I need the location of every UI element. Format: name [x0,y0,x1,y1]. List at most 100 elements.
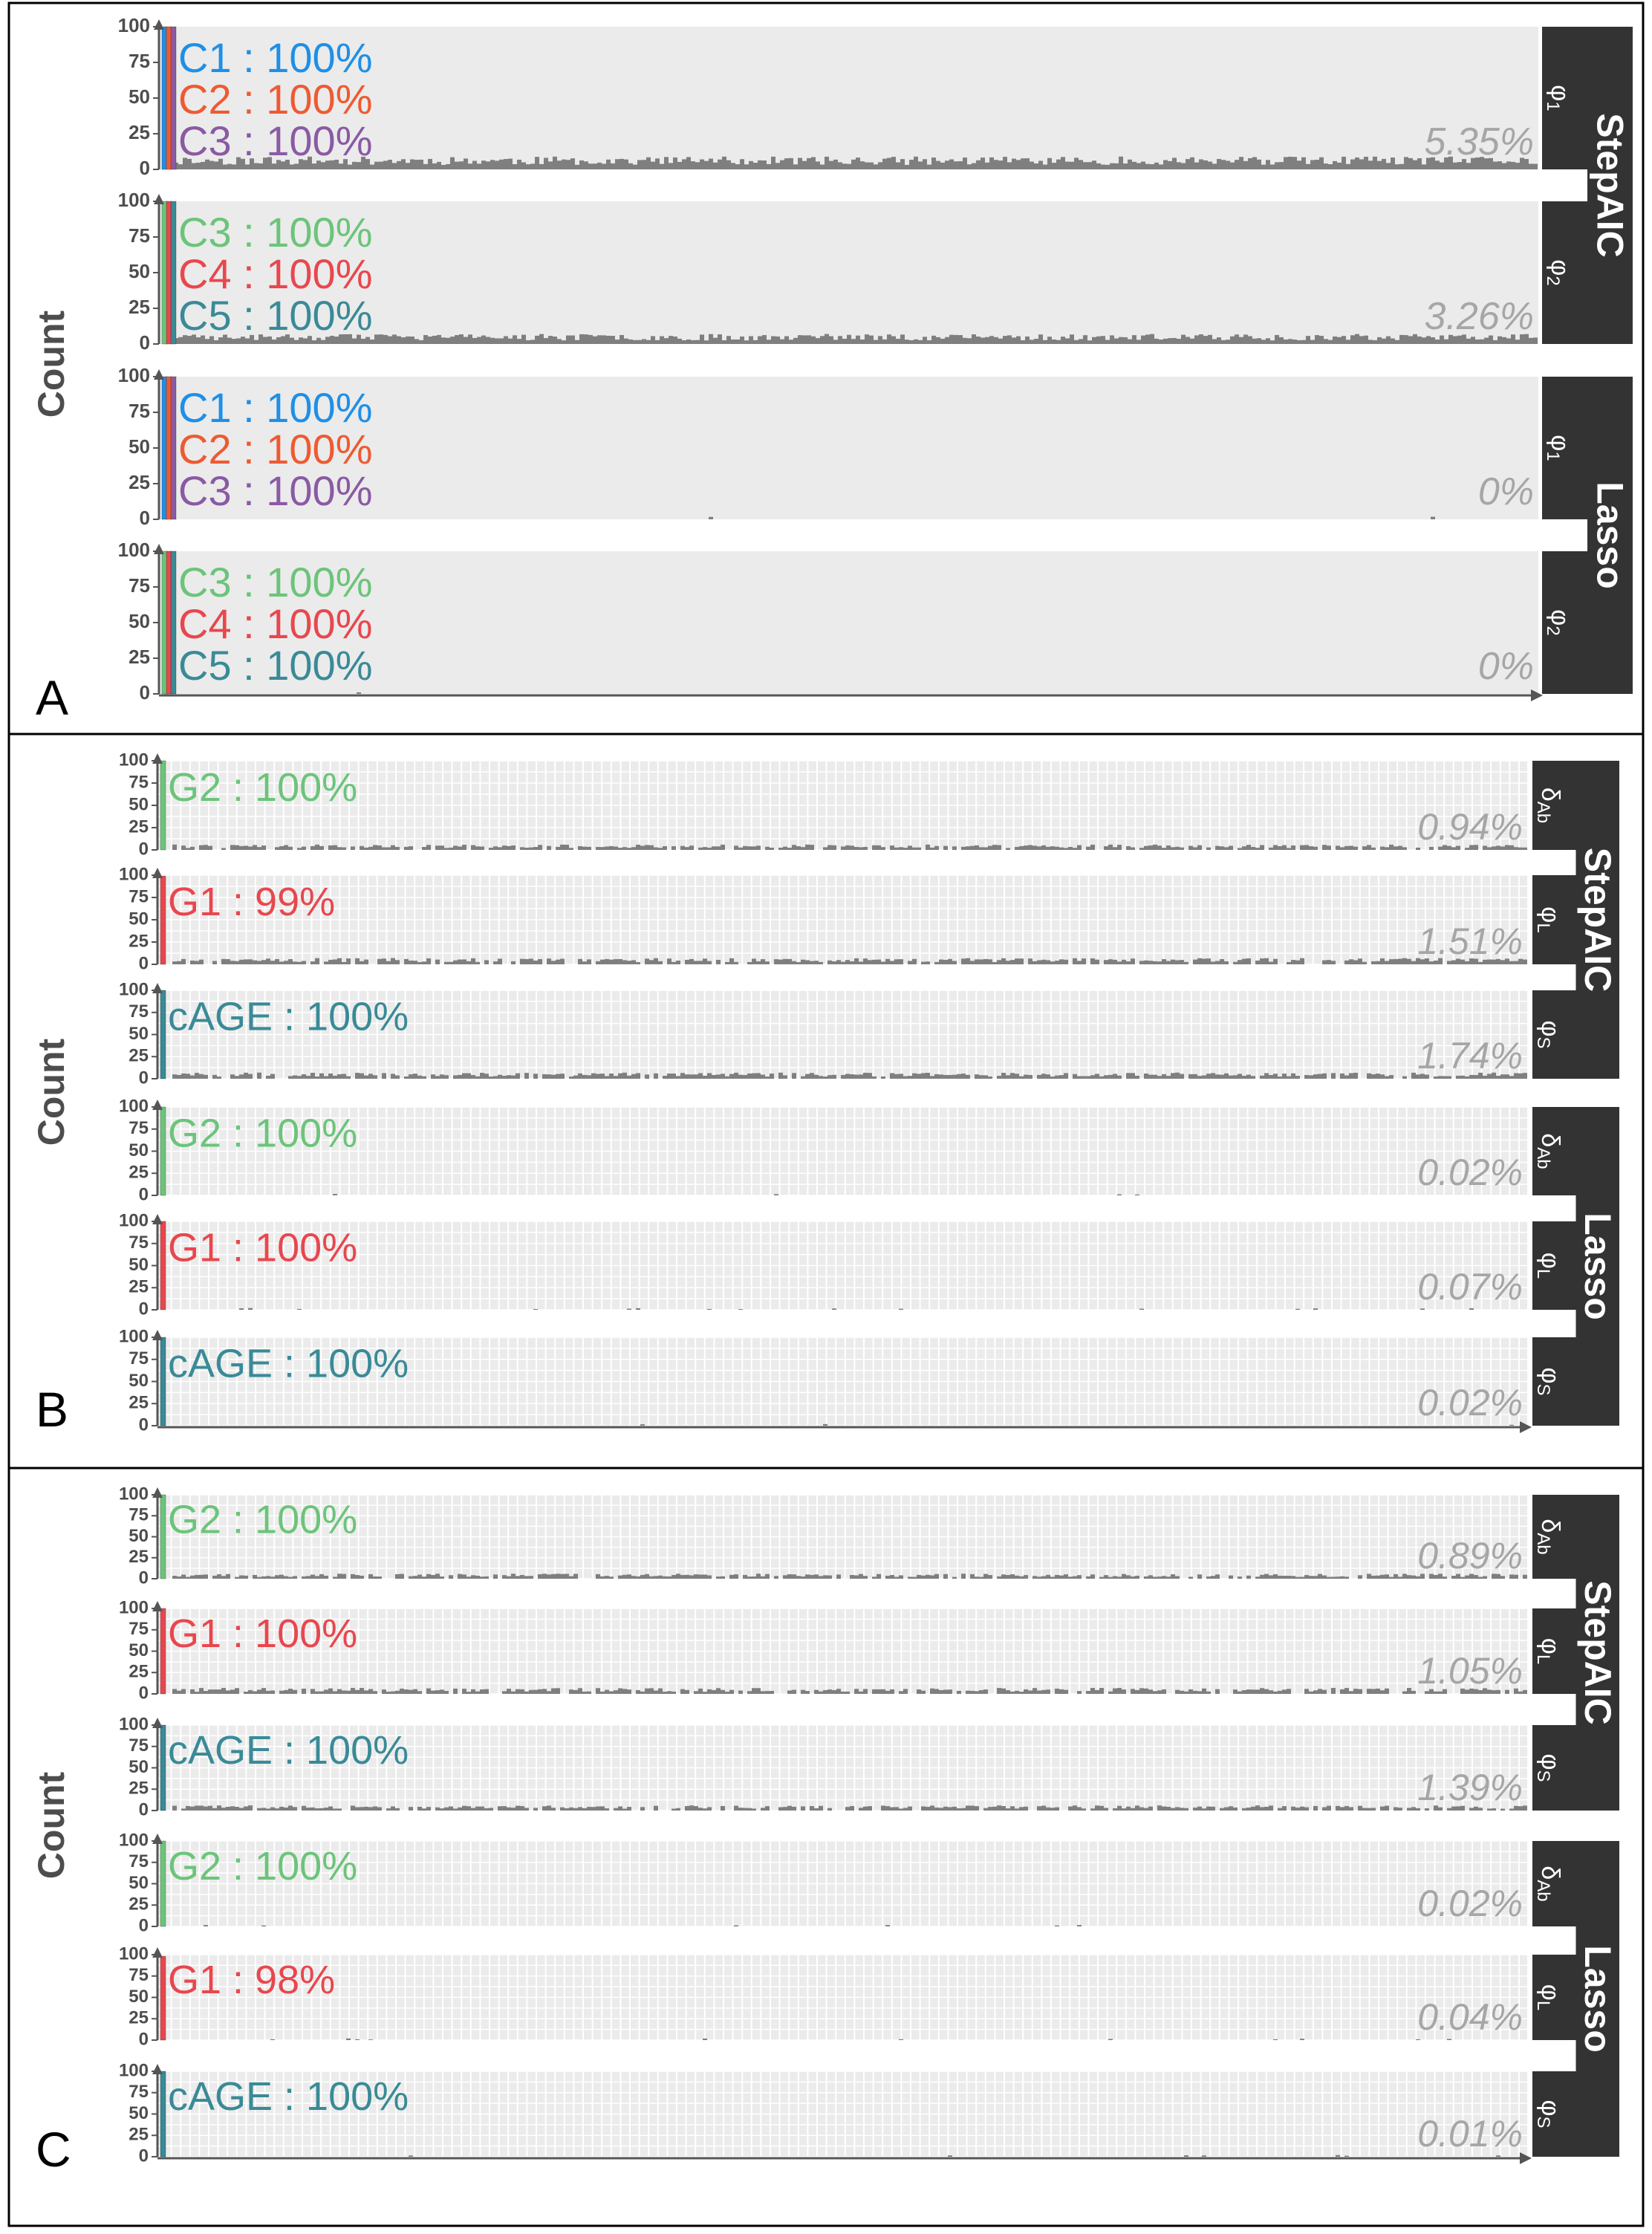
noise-bar [459,334,464,344]
noise-bar [1073,1805,1077,1811]
noise-bar [440,1808,444,1811]
noise-bar [1015,847,1019,850]
noise-bar [842,163,847,169]
noise-bar [747,1577,752,1579]
y-tick-label: 25 [129,296,150,318]
noise-bar [780,160,784,169]
noise-bar [1055,1808,1059,1811]
noise-bar [1157,1577,1162,1579]
noise-bar [859,1574,863,1579]
noise-bar [490,160,495,169]
noise-bar [529,958,533,964]
y-tick-label: 100 [119,1484,149,1504]
noise-bar [481,336,486,344]
noise-bar [230,1806,235,1811]
noise-bar [1090,1075,1095,1079]
selected-bar [160,1107,166,1195]
noise-bar [520,959,524,964]
noise-bar [293,1807,297,1811]
noise-bar [865,334,869,344]
noise-bar [787,1574,792,1579]
noise-bar [303,338,308,344]
noise-bar [1394,1574,1398,1579]
noise-bar [257,1073,261,1079]
noise-bar [1391,339,1395,344]
noise-bar [618,848,622,850]
noise-bar [272,163,276,169]
other-selection-pct: 1.05% [1417,1650,1523,1692]
noise-bar [279,1807,284,1811]
noise-bar [279,1575,284,1579]
noise-bar [633,165,637,169]
noise-bar [235,1807,239,1811]
noise-bar [620,335,624,344]
noise-bar [1344,1806,1349,1811]
y-tick-label: 50 [129,1873,149,1893]
noise-bar [654,1576,658,1579]
noise-bar [975,1577,979,1579]
noise-bar [587,959,591,964]
noise-bar [691,161,695,169]
noise-bar [1224,1074,1229,1079]
noise-bar [441,337,446,344]
noise-bar [1068,1577,1073,1579]
noise-bar [1180,960,1184,964]
noise-bar [1502,337,1506,344]
noise-bar [1255,961,1260,964]
noise-bar [1037,1806,1041,1811]
selection-annotation: G2 : 100% [168,1498,357,1542]
noise-bar [1376,1074,1380,1079]
noise-bar [841,962,845,964]
noise-bar [1349,1807,1353,1811]
noise-bar [223,165,227,169]
noise-bar [1313,1576,1318,1579]
param-strip: δAb [1532,1841,1578,1926]
y-tick-label: 75 [129,1505,149,1525]
noise-bar [279,961,284,964]
noise-bar [622,1809,627,1811]
noise-bar [1046,960,1050,964]
noise-bar [1273,2039,1278,2040]
noise-bar [507,1689,511,1694]
noise-bar [1055,1689,1059,1694]
noise-bar [1480,340,1484,344]
noise-bar [899,1074,903,1079]
panel-letter: B [36,1382,68,1437]
noise-bar [493,846,498,850]
noise-bar [810,1575,814,1579]
noise-bar [890,1808,894,1811]
noise-bar [774,1576,778,1579]
noise-bar [975,959,979,964]
noise-bar [435,960,440,964]
noise-bar [524,1692,529,1694]
noise-bar [1162,1689,1166,1694]
noise-bar [239,1575,244,1579]
noise-bar [802,335,807,344]
noise-bar [587,1807,591,1811]
noise-bar [212,1808,217,1811]
noise-bar [1300,1577,1304,1579]
noise-bar [357,692,361,694]
noise-bar [195,1575,199,1579]
noise-bar [542,1574,547,1579]
noise-bar [404,1077,409,1079]
noise-bar [1202,958,1206,964]
noise-bar [1506,338,1511,344]
noise-bar [414,339,419,344]
noise-bar [664,338,669,344]
noise-bar [382,1689,386,1694]
noise-bar [373,845,377,850]
noise-bar [1148,845,1153,850]
noise-bar [761,959,765,964]
noise-bar [302,1689,306,1694]
noise-bar [1469,1308,1474,1310]
noise-bar [863,1807,868,1811]
noise-bar [1344,2156,1349,2157]
noise-bar [426,1807,431,1811]
noise-bar [743,1808,747,1811]
noise-bar [997,845,1001,850]
noise-bar [943,1574,948,1579]
noise-bar [391,1806,395,1811]
noise-bar [186,848,190,850]
selection-annotation: G1 : 99% [168,880,335,924]
